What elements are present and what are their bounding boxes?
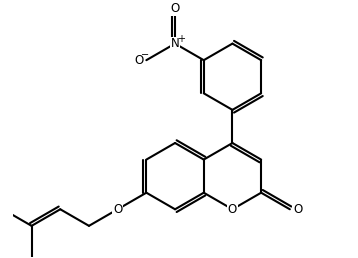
Text: O: O <box>293 203 302 216</box>
Text: −: − <box>141 50 149 60</box>
Text: N: N <box>171 37 179 50</box>
Text: O: O <box>228 203 237 216</box>
Text: O: O <box>170 2 180 15</box>
Text: O: O <box>113 203 122 216</box>
Text: +: + <box>176 34 185 44</box>
Text: O: O <box>135 54 144 67</box>
